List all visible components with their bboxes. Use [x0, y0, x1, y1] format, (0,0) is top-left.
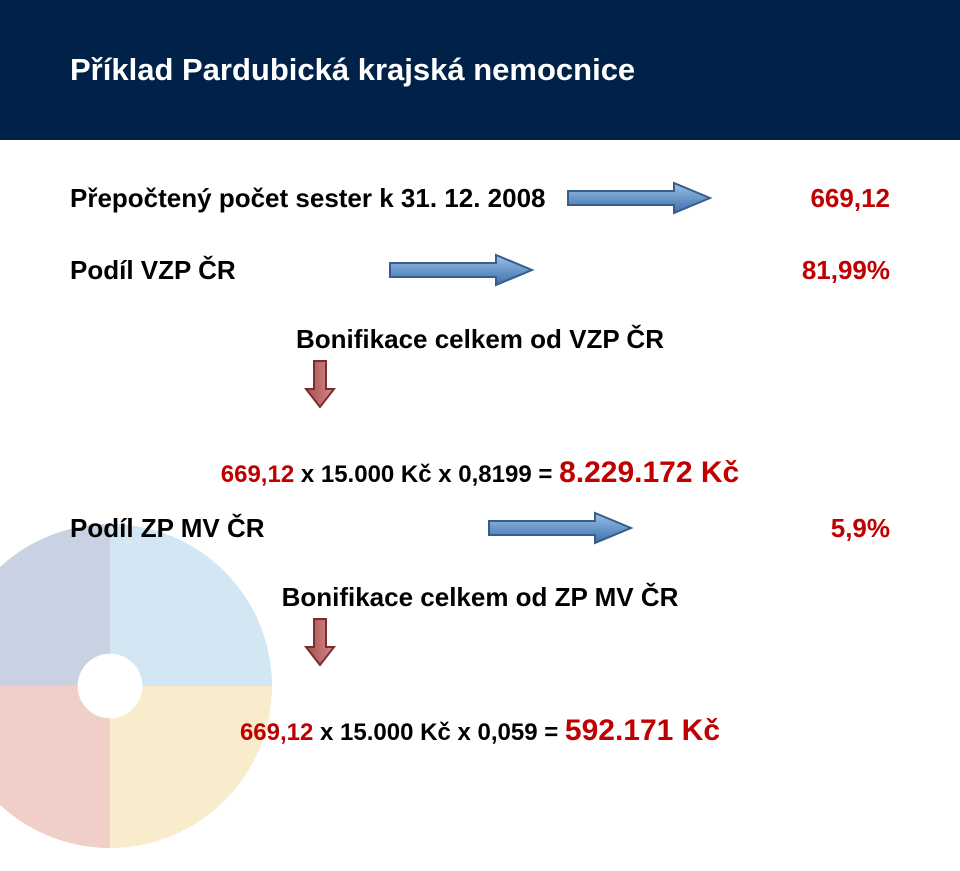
calc1-result: 8.229.172 Kč [559, 456, 739, 489]
row-vzp-value: 81,99% [802, 255, 890, 286]
section1-heading: Bonifikace celkem od VZP ČR [70, 324, 890, 355]
calc2-result: 592.171 Kč [565, 714, 720, 747]
calc1-mid: x 15.000 Kč x 0,8199 = [294, 461, 559, 488]
calc2-a: 669,12 [240, 719, 313, 746]
arrow-down-icon [70, 359, 890, 416]
row-vzp: Podíl VZP ČR 81,99% [70, 252, 890, 288]
row-zpmv-label: Podíl ZP MV ČR [70, 513, 265, 544]
row-sester-value: 669,12 [810, 183, 890, 214]
slide-header: Příklad Pardubická krajská nemocnice [0, 0, 960, 140]
row-vzp-label: Podíl VZP ČR [70, 255, 236, 286]
row-sester: Přepočtený počet sester k 31. 12. 2008 6… [70, 180, 890, 216]
row-zpmv: Podíl ZP MV ČR 5,9% [70, 510, 890, 546]
arrow-right-icon [386, 252, 536, 288]
section2-heading: Bonifikace celkem od ZP MV ČR [70, 582, 890, 613]
row-zpmv-value: 5,9% [831, 513, 890, 544]
calc2-mid: x 15.000 Kč x 0,059 = [313, 719, 565, 746]
slide-body: Přepočtený počet sester k 31. 12. 2008 6… [0, 140, 960, 766]
arrow-right-icon [564, 180, 714, 216]
calc1-a: 669,12 [221, 461, 294, 488]
section2-calc: 669,12 x 15.000 Kč x 0,059 = 592.171 Kč [70, 714, 890, 748]
arrow-down-icon [70, 617, 890, 674]
arrow-right-icon [485, 510, 635, 546]
slide-title: Příklad Pardubická krajská nemocnice [70, 52, 635, 88]
row-sester-label: Přepočtený počet sester k 31. 12. 2008 [70, 183, 546, 214]
section1-calc: 669,12 x 15.000 Kč x 0,8199 = 8.229.172 … [70, 456, 890, 490]
